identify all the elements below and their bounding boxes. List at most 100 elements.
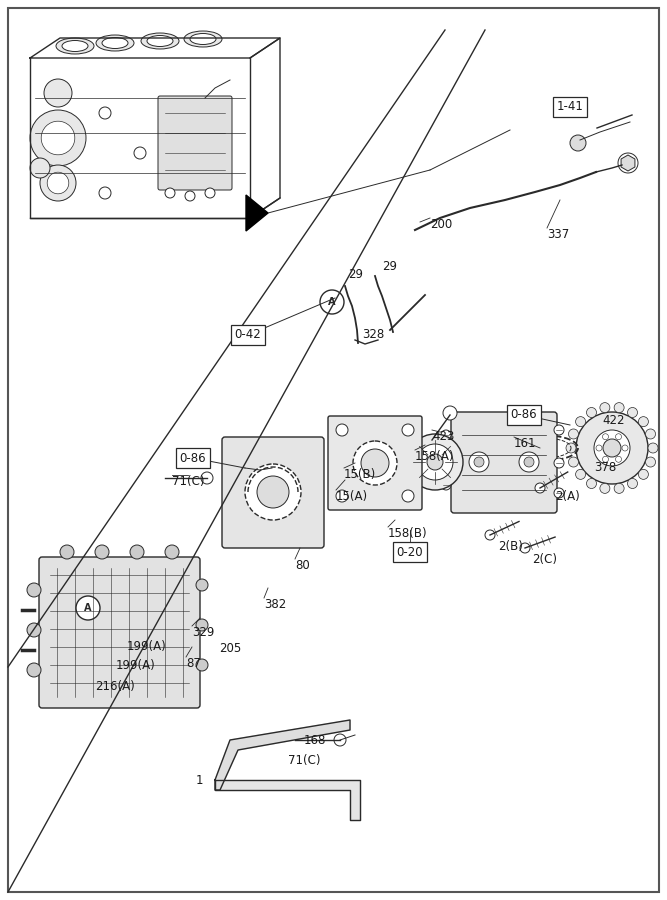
- Circle shape: [336, 424, 348, 436]
- Circle shape: [27, 583, 41, 597]
- Text: 161: 161: [514, 437, 536, 450]
- Text: 0-20: 0-20: [397, 545, 424, 559]
- Circle shape: [427, 454, 443, 470]
- Circle shape: [570, 135, 586, 151]
- Text: 158(A): 158(A): [415, 450, 454, 463]
- Circle shape: [407, 434, 463, 490]
- Circle shape: [44, 79, 72, 107]
- Circle shape: [616, 456, 622, 463]
- Circle shape: [628, 408, 638, 418]
- Text: 199(A): 199(A): [116, 659, 156, 672]
- Circle shape: [41, 122, 75, 155]
- Circle shape: [602, 434, 608, 440]
- Ellipse shape: [147, 35, 173, 47]
- Circle shape: [402, 490, 414, 502]
- Text: 15(A): 15(A): [336, 490, 368, 503]
- Text: 329: 329: [192, 626, 214, 639]
- Circle shape: [535, 483, 545, 493]
- Circle shape: [622, 445, 628, 451]
- Text: 87: 87: [186, 657, 201, 670]
- Circle shape: [554, 488, 564, 498]
- Text: 200: 200: [430, 218, 452, 231]
- Circle shape: [257, 476, 289, 508]
- Circle shape: [616, 434, 622, 440]
- Text: A: A: [328, 297, 336, 307]
- Ellipse shape: [190, 33, 216, 44]
- Polygon shape: [215, 780, 360, 820]
- Circle shape: [524, 457, 534, 467]
- Polygon shape: [215, 720, 350, 790]
- Circle shape: [30, 158, 50, 178]
- Circle shape: [336, 490, 348, 502]
- Text: 0-86: 0-86: [179, 452, 206, 464]
- Circle shape: [40, 165, 76, 201]
- Circle shape: [334, 734, 346, 746]
- Text: 378: 378: [594, 461, 616, 474]
- Circle shape: [520, 543, 530, 553]
- Circle shape: [586, 408, 596, 418]
- Text: 80: 80: [295, 559, 309, 572]
- Text: 2(A): 2(A): [555, 490, 580, 503]
- Circle shape: [205, 188, 215, 198]
- Circle shape: [576, 417, 586, 427]
- Circle shape: [320, 290, 344, 314]
- Circle shape: [614, 483, 624, 493]
- Circle shape: [648, 443, 658, 453]
- Ellipse shape: [62, 40, 88, 51]
- Circle shape: [485, 530, 495, 540]
- Circle shape: [576, 470, 586, 480]
- Circle shape: [566, 443, 576, 453]
- Text: 2(B): 2(B): [498, 540, 523, 553]
- Circle shape: [469, 452, 489, 472]
- Circle shape: [602, 456, 608, 463]
- Circle shape: [361, 449, 389, 477]
- FancyBboxPatch shape: [328, 416, 422, 510]
- Circle shape: [519, 452, 539, 472]
- Text: 205: 205: [219, 642, 241, 655]
- Circle shape: [30, 110, 86, 166]
- Text: 423: 423: [432, 430, 454, 443]
- Circle shape: [646, 457, 656, 467]
- Circle shape: [628, 479, 638, 489]
- Circle shape: [618, 153, 638, 173]
- Circle shape: [165, 188, 175, 198]
- Circle shape: [568, 457, 578, 467]
- Text: 1-41: 1-41: [556, 101, 584, 113]
- Circle shape: [185, 191, 195, 201]
- Circle shape: [402, 424, 414, 436]
- Text: 382: 382: [264, 598, 286, 611]
- Text: 422: 422: [602, 414, 624, 427]
- Text: 29: 29: [348, 268, 363, 281]
- Circle shape: [603, 439, 621, 457]
- Circle shape: [60, 545, 74, 559]
- Text: 168: 168: [304, 734, 326, 747]
- Circle shape: [443, 406, 457, 420]
- Circle shape: [614, 402, 624, 412]
- Circle shape: [600, 402, 610, 412]
- Circle shape: [576, 412, 648, 484]
- Circle shape: [638, 470, 648, 480]
- Circle shape: [47, 172, 69, 194]
- FancyBboxPatch shape: [39, 557, 200, 708]
- Text: 0-86: 0-86: [511, 409, 538, 421]
- Circle shape: [201, 472, 213, 484]
- Circle shape: [417, 444, 453, 480]
- Circle shape: [594, 430, 630, 466]
- Circle shape: [95, 545, 109, 559]
- Circle shape: [474, 457, 484, 467]
- Circle shape: [554, 425, 564, 435]
- Circle shape: [130, 545, 144, 559]
- Circle shape: [586, 479, 596, 489]
- Text: 337: 337: [547, 228, 569, 241]
- Circle shape: [600, 483, 610, 493]
- Text: A: A: [84, 603, 92, 613]
- Text: 0-42: 0-42: [235, 328, 261, 341]
- Ellipse shape: [102, 38, 128, 49]
- Text: 2(C): 2(C): [532, 553, 557, 566]
- Circle shape: [76, 596, 100, 620]
- Circle shape: [554, 458, 564, 468]
- Circle shape: [245, 464, 301, 520]
- Circle shape: [196, 579, 208, 591]
- Text: 15(B): 15(B): [344, 468, 376, 481]
- Text: 216(A): 216(A): [95, 680, 135, 693]
